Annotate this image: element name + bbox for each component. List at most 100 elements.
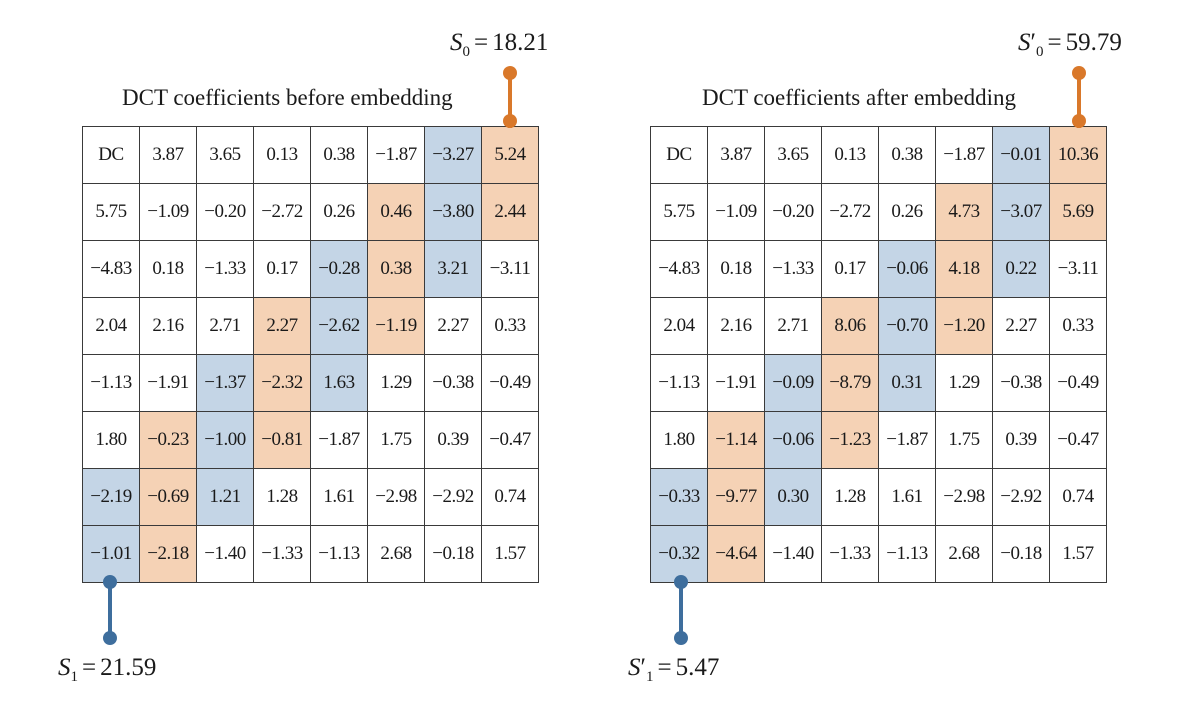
coefficient-cell: 2.04 [650,297,708,355]
coefficient-cell: −9.77 [707,468,765,526]
table-row: −0.32 −4.64 −1.40 −1.33 −1.13 2.68 −0.18 1.57 [650,525,1107,583]
coefficient-cell: 0.26 [310,183,368,241]
coefficient-cell: −1.33 [196,240,254,298]
coefficient-cell: 1.21 [196,468,254,526]
coefficient-cell: −1.87 [367,126,425,184]
coefficient-cell: 10.36 [1049,126,1107,184]
coefficient-cell: 1.80 [650,411,708,469]
coefficient-cell: −0.18 [992,525,1050,583]
coefficient-cell: 1.80 [82,411,140,469]
coefficient-cell: −1.91 [707,354,765,412]
coefficient-cell: 5.69 [1049,183,1107,241]
table-row: −1.01 −2.18 −1.40 −1.33 −1.13 2.68 −0.18 1.57 [82,525,539,583]
s1-label-right: S′1 = 5.47 [628,654,720,685]
coefficient-cell: −1.13 [878,525,936,583]
right-panel-title: DCT coefficients after embedding [702,85,1017,110]
coefficient-cell: −0.23 [139,411,197,469]
coefficient-cell: 1.29 [367,354,425,412]
coefficient-cell: 0.17 [253,240,311,298]
coefficient-cell: 0.18 [139,240,197,298]
coefficient-cell: −1.33 [821,525,879,583]
coefficient-cell: −1.13 [310,525,368,583]
coefficient-cell: DC [650,126,708,184]
coefficient-cell: −1.37 [196,354,254,412]
coefficient-cell: −0.47 [1049,411,1107,469]
coefficient-cell: 1.61 [878,468,936,526]
coefficient-cell: 0.31 [878,354,936,412]
coefficient-cell: 2.04 [82,297,140,355]
s1-marker-left [103,575,117,645]
coefficient-cell: −3.80 [424,183,482,241]
coefficient-cell: −0.09 [764,354,822,412]
coefficient-cell: 2.27 [992,297,1050,355]
coefficient-cell: −0.38 [424,354,482,412]
coefficient-cell: 3.87 [139,126,197,184]
coefficient-cell: −4.64 [707,525,765,583]
coefficient-cell: 0.30 [764,468,822,526]
coefficient-cell: 2.16 [139,297,197,355]
coefficient-cell: −1.19 [367,297,425,355]
table-row: 2.04 2.16 2.71 8.06 −0.70 −1.20 2.27 0.33 [650,297,1107,355]
coefficient-cell: −0.06 [878,240,936,298]
table-row: 2.04 2.16 2.71 2.27 −2.62 −1.19 2.27 0.33 [82,297,539,355]
coefficient-cell: −0.20 [764,183,822,241]
coefficient-cell: −2.32 [253,354,311,412]
coefficient-cell: −0.06 [764,411,822,469]
coefficient-cell: −0.01 [992,126,1050,184]
coefficient-cell: 2.44 [481,183,539,241]
coefficient-cell: 0.74 [481,468,539,526]
coefficient-cell: −1.87 [878,411,936,469]
table-row: −0.33 −9.77 0.30 1.28 1.61 −2.98 −2.92 0.74 [650,468,1107,526]
coefficient-cell: −2.62 [310,297,368,355]
coefficient-cell: −0.70 [878,297,936,355]
coefficient-cell: −2.18 [139,525,197,583]
coefficient-cell: 0.38 [310,126,368,184]
coefficient-cell: −4.83 [650,240,708,298]
dct-table-before: DC 3.87 3.65 0.13 0.38 −1.87 −3.27 5.24 5.75 −1.0… [82,126,539,583]
coefficient-cell: −3.07 [992,183,1050,241]
coefficient-cell: DC [82,126,140,184]
coefficient-cell: 2.68 [935,525,993,583]
coefficient-cell: −0.49 [481,354,539,412]
coefficient-cell: 2.27 [253,297,311,355]
coefficient-cell: 0.13 [253,126,311,184]
coefficient-cell: 0.39 [424,411,482,469]
coefficient-cell: 1.57 [481,525,539,583]
coefficient-cell: −0.81 [253,411,311,469]
table-row: DC 3.87 3.65 0.13 0.38 −1.87 −3.27 5.24 [82,126,539,184]
table-row: −2.19 −0.69 1.21 1.28 1.61 −2.98 −2.92 0.74 [82,468,539,526]
coefficient-cell: 3.21 [424,240,482,298]
coefficient-cell: −2.98 [935,468,993,526]
coefficient-cell: −2.19 [82,468,140,526]
coefficient-cell: −2.98 [367,468,425,526]
table-row: 5.75 −1.09 −0.20 −2.72 0.26 0.46 −3.80 2.44 [82,183,539,241]
coefficient-cell: 0.18 [707,240,765,298]
coefficient-cell: −3.11 [1049,240,1107,298]
coefficient-cell: 0.38 [878,126,936,184]
coefficient-cell: 2.71 [196,297,254,355]
coefficient-cell: −1.01 [82,525,140,583]
coefficient-cell: −0.38 [992,354,1050,412]
coefficient-cell: −8.79 [821,354,879,412]
coefficient-cell: 1.57 [1049,525,1107,583]
coefficient-cell: −1.87 [935,126,993,184]
coefficient-cell: 1.75 [935,411,993,469]
coefficient-cell: −1.13 [82,354,140,412]
coefficient-cell: −2.92 [424,468,482,526]
coefficient-cell: −0.28 [310,240,368,298]
coefficient-cell: 0.38 [367,240,425,298]
coefficient-cell: 3.87 [707,126,765,184]
coefficient-cell: 1.63 [310,354,368,412]
coefficient-cell: 0.26 [878,183,936,241]
coefficient-cell: −0.69 [139,468,197,526]
coefficient-cell: 2.27 [424,297,482,355]
coefficient-cell: 5.75 [82,183,140,241]
coefficient-cell: 0.46 [367,183,425,241]
table-row: 1.80 −1.14 −0.06 −1.23 −1.87 1.75 0.39 −0.47 [650,411,1107,469]
coefficient-cell: −1.40 [764,525,822,583]
coefficient-cell: −1.40 [196,525,254,583]
coefficient-cell: −1.00 [196,411,254,469]
dct-table-after: DC 3.87 3.65 0.13 0.38 −1.87 −0.01 10.36 5.75 −1.… [650,126,1107,583]
coefficient-cell: 2.16 [707,297,765,355]
coefficient-cell: 0.33 [481,297,539,355]
